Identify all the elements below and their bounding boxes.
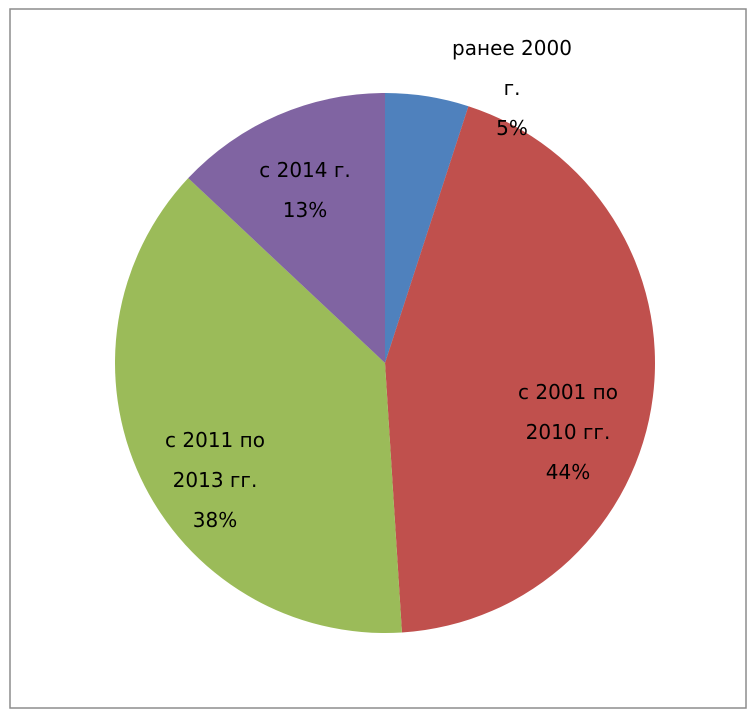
category-label: с 2001 по 2010 гг. (518, 380, 618, 444)
value-label: 38% (192, 508, 238, 532)
data-label: с 2001 по 2010 гг. 44% (508, 372, 628, 492)
value-label: 44% (545, 460, 591, 484)
category-label: с 2014 г. (259, 158, 351, 182)
data-label: ранее 2000 г. 5% (452, 28, 572, 148)
value-label: 5% (496, 116, 528, 140)
data-label: с 2011 по 2013 гг. 38% (155, 420, 275, 540)
pie-slice (188, 93, 385, 363)
pie-slice (385, 106, 655, 633)
value-label: 13% (282, 198, 328, 222)
pie-slice (115, 178, 402, 634)
category-label: ранее 2000 г. (452, 36, 572, 100)
category-label: с 2011 по 2013 гг. (165, 428, 265, 492)
data-label: с 2014 г. 13% (245, 150, 365, 230)
pie-slice (385, 93, 469, 363)
